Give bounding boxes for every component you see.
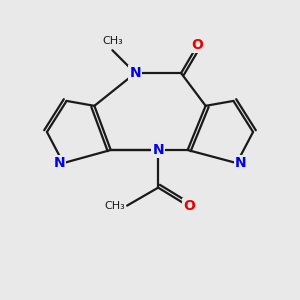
Text: N: N bbox=[235, 156, 246, 170]
Text: O: O bbox=[191, 38, 203, 52]
Text: CH₃: CH₃ bbox=[105, 201, 125, 211]
Text: N: N bbox=[54, 156, 65, 170]
Text: CH₃: CH₃ bbox=[102, 36, 123, 46]
Text: O: O bbox=[183, 199, 195, 213]
Text: N: N bbox=[152, 143, 164, 157]
Text: N: N bbox=[130, 66, 141, 80]
